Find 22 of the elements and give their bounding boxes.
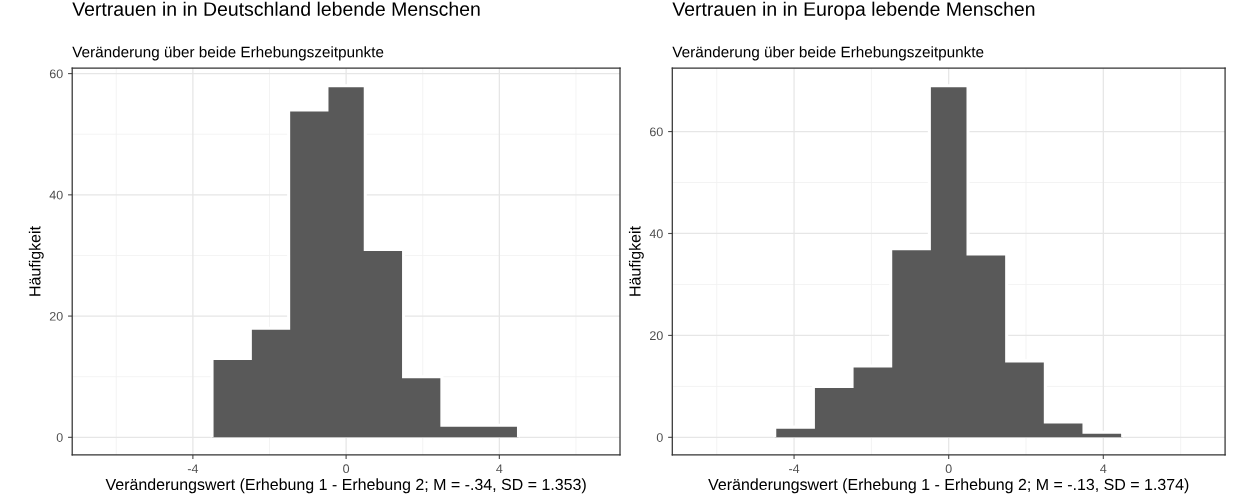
x-tick-label: 4: [1100, 464, 1107, 473]
chart-title: Vertrauen in in Deutschland lebende Menschen: [72, 1, 480, 16]
y-tick-label: 0: [56, 433, 63, 442]
y-tick-label: 40: [649, 229, 663, 239]
x-axis-title: Veränderungswert (Erhebung 1 - Erhebung 2; M = -.34, SD = 1.353): [105, 478, 586, 494]
y-tick-label: 20: [49, 311, 63, 321]
x-tick-label: 0: [945, 464, 952, 474]
chart-title: Vertrauen in in Europa lebende Menschen: [672, 1, 1035, 20]
y-tick-label: 0: [656, 433, 663, 442]
y-axis-title: Häufigkeit: [628, 226, 644, 296]
y-axis-title: Häufigkeit: [28, 226, 44, 296]
x-tick-label: 0: [343, 464, 350, 474]
x-tick-label: 4: [496, 464, 503, 473]
x-tick-label: -4: [187, 464, 199, 473]
y-tick-label: 40: [49, 190, 63, 200]
y-tick-label: 60: [49, 69, 63, 79]
x-tick-label: -4: [789, 464, 800, 473]
chart-subtitle: Veränderung über beide Erhebungszeitpunkte: [72, 46, 384, 61]
chart-subtitle: Veränderung über beide Erhebungszeitpunkte: [672, 46, 984, 61]
x-axis-title: Veränderungswert (Erhebung 1 - Erhebung 2; M = -.13, SD = 1.374): [708, 478, 1189, 494]
y-tick-label: 20: [650, 331, 663, 341]
y-tick-label: 60: [650, 127, 663, 137]
